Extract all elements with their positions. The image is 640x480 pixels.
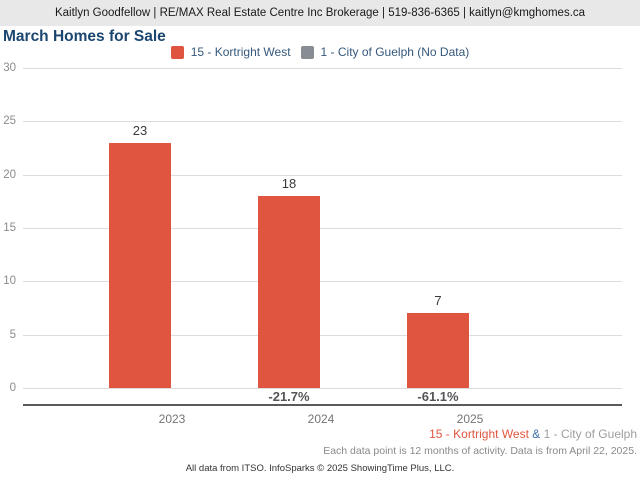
legend-label-city-of-guelph: 1 - City of Guelph (No Data) [320,45,470,59]
gridline [23,388,622,389]
legend-item-kortright-west[interactable]: 15 - Kortright West [170,45,291,59]
y-tick-label: 20 [3,168,16,181]
x-tick-label-2023: 2023 [158,412,186,426]
legend-swatch-city-of-guelph-icon [300,45,314,59]
attribution-text: All data from ITSO. InfoSparks © 2025 Sh… [185,463,455,474]
bar-2023[interactable] [109,142,171,388]
chart-title: March Homes for Sale [3,28,166,45]
footer-series-red: 15 - Kortright West [429,427,529,441]
y-tick-label: 10 [3,275,16,288]
header-bar: Kaitlyn Goodfellow | RE/MAX Real Estate … [0,0,640,26]
gridline [23,281,622,283]
bar-2025[interactable] [407,313,469,388]
y-tick-label: 30 [3,62,16,74]
gridline [23,334,622,336]
y-tick-label: 15 [3,222,16,234]
pct-change-2024: -21.7% [268,389,310,404]
footer-series-ampersand: & [528,427,544,441]
gridline [23,228,622,229]
gridline [23,174,622,176]
bar-value-2023: 23 [132,122,148,138]
bar-2024[interactable] [258,196,320,388]
y-tick-label: 0 [9,382,16,394]
gridline [23,68,622,69]
x-tick-label-2024: 2024 [307,412,335,426]
x-tick-label-2025: 2025 [456,412,484,426]
footer-series-gray: 1 - City of Guelph [543,427,637,441]
pct-change-2025: -61.1% [417,389,459,404]
x-axis-line [23,404,622,406]
bar-value-2025: 7 [434,293,442,309]
legend: 15 - Kortright West 1 - City of Guelph (… [0,45,640,59]
gridline [23,121,622,123]
agent-contact-text: Kaitlyn Goodfellow | RE/MAX Real Estate … [54,7,586,19]
data-note: Each data point is 12 months of activity… [323,445,637,457]
legend-swatch-kortright-west-icon [170,45,184,59]
legend-label-kortright-west: 15 - Kortright West [190,45,291,59]
y-tick-label: 25 [3,115,16,128]
y-tick-label: 5 [9,328,16,341]
footer-series-note: 15 - Kortright West & 1 - City of Guelph [429,428,637,441]
legend-item-city-of-guelph[interactable]: 1 - City of Guelph (No Data) [300,45,470,59]
bar-value-2024: 18 [281,176,297,191]
